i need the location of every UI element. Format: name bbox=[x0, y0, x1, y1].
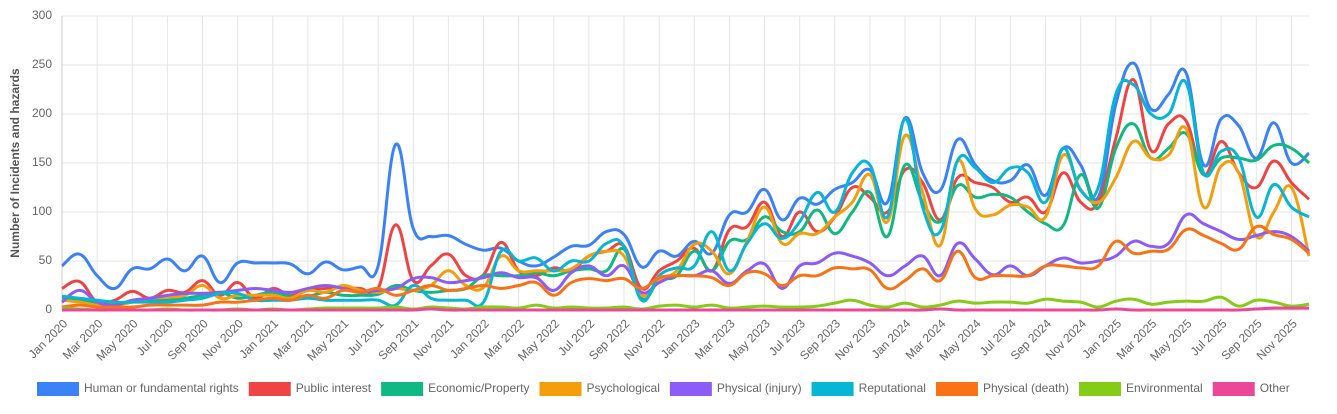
legend-label: Other bbox=[1260, 381, 1290, 395]
y-tick-label: 0 bbox=[45, 302, 52, 316]
series-line bbox=[61, 78, 1311, 306]
y-tick-label: 300 bbox=[32, 8, 52, 22]
legend-label: Psychological bbox=[587, 381, 660, 395]
y-tick-label: 50 bbox=[39, 253, 53, 267]
legend-swatch bbox=[935, 382, 978, 396]
legend-swatch bbox=[811, 382, 854, 396]
legend-swatch bbox=[1212, 382, 1255, 396]
legend-label: Public interest bbox=[296, 381, 372, 395]
legend-label: Economic/Property bbox=[428, 381, 529, 395]
y-tick-label: 150 bbox=[32, 155, 52, 169]
legend-swatch bbox=[539, 382, 582, 396]
legend-label: Physical (injury) bbox=[717, 381, 802, 395]
series-line bbox=[62, 306, 1309, 312]
legend-label: Physical (death) bbox=[983, 381, 1069, 395]
legend-swatch bbox=[381, 382, 424, 396]
series-line bbox=[61, 122, 1310, 307]
y-tick-label: 100 bbox=[32, 204, 52, 218]
legend-label: Reputational bbox=[859, 381, 926, 395]
y-tick-label: 200 bbox=[32, 106, 52, 120]
legend-label: Human or fundamental rights bbox=[84, 381, 239, 395]
y-tick-label: 250 bbox=[32, 57, 52, 71]
legend-swatch bbox=[669, 382, 712, 396]
legend-swatch bbox=[37, 382, 79, 396]
y-axis-label: Number of Incidents and hazards bbox=[8, 68, 22, 258]
series-line bbox=[61, 78, 1310, 308]
legend-label: Environmental bbox=[1126, 381, 1203, 395]
legend-swatch bbox=[1079, 382, 1121, 396]
series-line bbox=[61, 61, 1310, 291]
series-line bbox=[61, 125, 1311, 308]
legend-swatch bbox=[248, 382, 291, 396]
series-line bbox=[61, 224, 1310, 309]
